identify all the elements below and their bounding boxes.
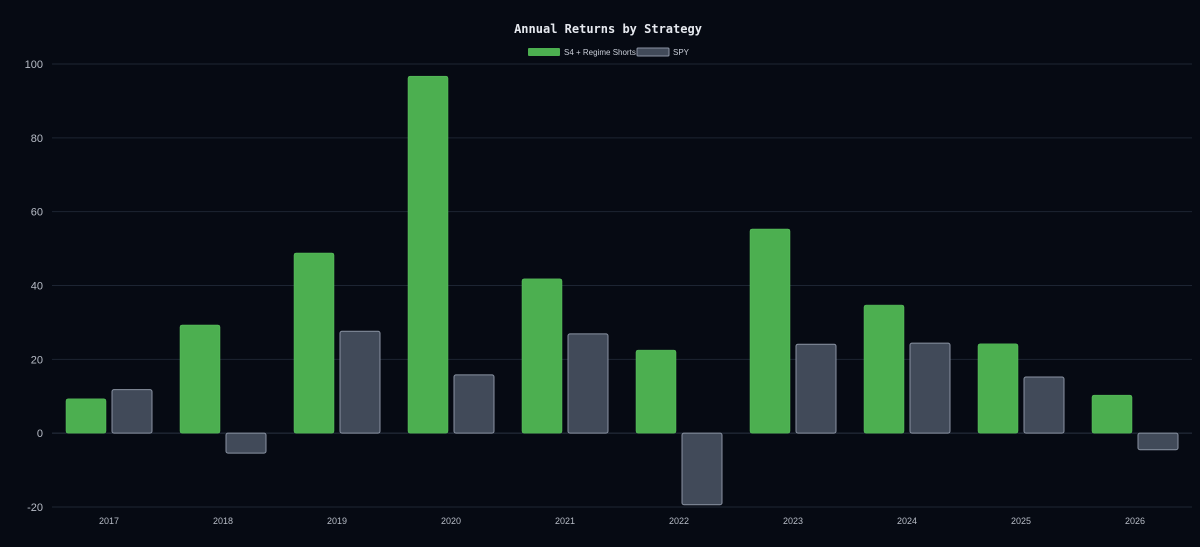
bar-spy-2024 xyxy=(909,342,951,434)
x-tick-label: 2018 xyxy=(213,516,233,526)
y-axis: -20 0 20 40 60 80 100 xyxy=(25,59,43,514)
y-tick-label: -20 xyxy=(27,502,43,514)
bar-s4-regime-shorts-2023 xyxy=(749,228,791,434)
legend-label-spy: SPY xyxy=(673,48,690,57)
chart-title: Annual Returns by Strategy xyxy=(514,22,702,36)
bar-spy-2021 xyxy=(567,333,609,434)
bar-s4-regime-shorts-2021 xyxy=(521,278,563,434)
bars xyxy=(65,75,1179,506)
legend-label-s4-regime-shorts: S4 + Regime Shorts xyxy=(564,48,636,57)
x-tick-label: 2017 xyxy=(99,516,119,526)
legend-swatch-s4-regime-shorts xyxy=(528,48,560,56)
legend-swatch-spy xyxy=(636,47,670,57)
y-tick-label: 60 xyxy=(31,207,43,219)
bar-s4-regime-shorts-2024 xyxy=(863,304,905,434)
x-tick-label: 2022 xyxy=(669,516,689,526)
x-tick-label: 2019 xyxy=(327,516,347,526)
y-tick-label: 40 xyxy=(31,281,43,293)
bar-spy-2018 xyxy=(225,432,267,454)
bar-spy-2023 xyxy=(795,343,837,434)
y-tick-label: 80 xyxy=(31,133,43,145)
bar-spy-2026 xyxy=(1137,432,1179,451)
x-tick-label: 2026 xyxy=(1125,516,1145,526)
x-tick-label: 2021 xyxy=(555,516,575,526)
bar-spy-2022 xyxy=(681,432,723,506)
bar-spy-2020 xyxy=(453,374,495,434)
bar-s4-regime-shorts-2020 xyxy=(407,75,449,434)
bar-spy-2025 xyxy=(1023,376,1065,434)
bar-s4-regime-shorts-2022 xyxy=(635,349,677,434)
x-tick-label: 2024 xyxy=(897,516,917,526)
x-axis: 2017 2018 2019 2020 2021 2022 2023 2024 2025 2026 xyxy=(99,516,1145,526)
bar-s4-regime-shorts-2026 xyxy=(1091,394,1133,434)
x-tick-label: 2025 xyxy=(1011,516,1031,526)
y-tick-label: 20 xyxy=(31,354,43,366)
x-tick-label: 2023 xyxy=(783,516,803,526)
bar-spy-2019 xyxy=(339,330,381,434)
gridlines xyxy=(52,63,1192,508)
bar-s4-regime-shorts-2025 xyxy=(977,343,1019,434)
y-tick-label: 100 xyxy=(25,59,43,71)
y-tick-label: 0 xyxy=(37,428,43,440)
bar-s4-regime-shorts-2019 xyxy=(293,252,335,434)
legend: S4 + Regime Shorts SPY xyxy=(528,47,690,57)
bar-s4-regime-shorts-2018 xyxy=(179,324,221,434)
bar-s4-regime-shorts-2017 xyxy=(65,398,107,434)
x-tick-label: 2020 xyxy=(441,516,461,526)
bar-spy-2017 xyxy=(111,389,153,434)
